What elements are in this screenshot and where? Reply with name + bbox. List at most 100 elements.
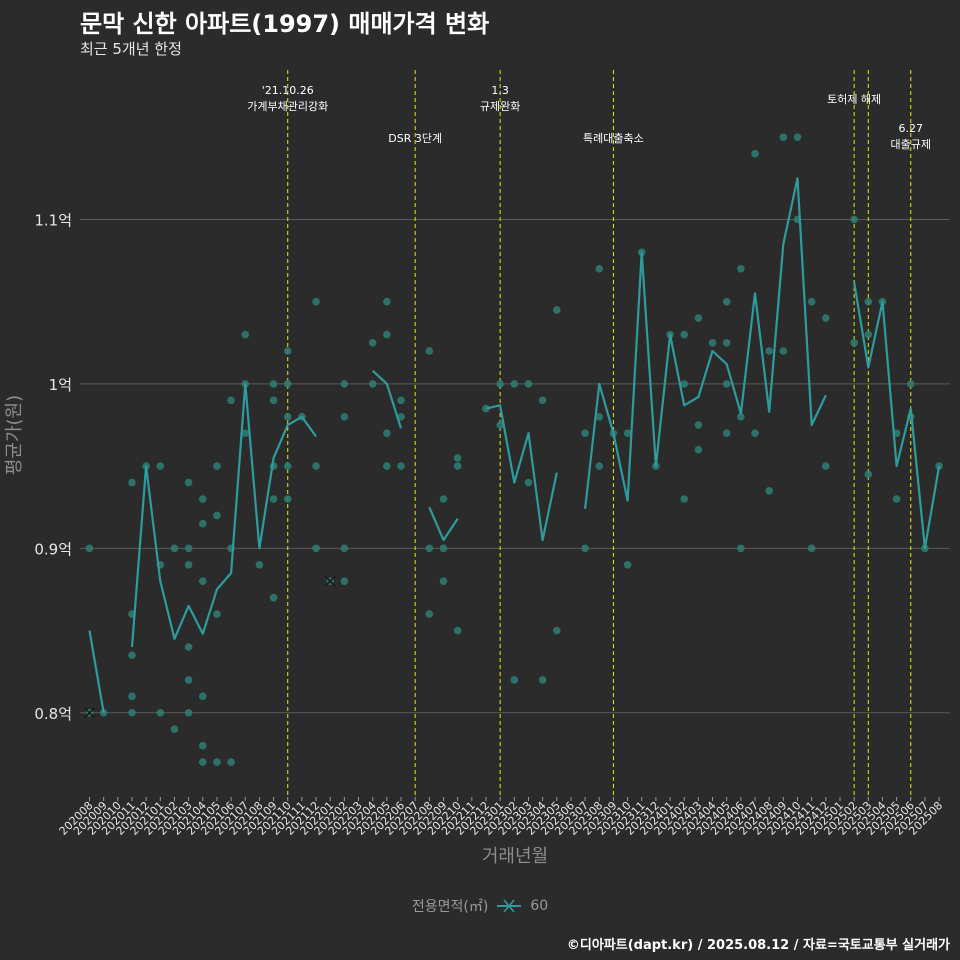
data-point [283, 462, 292, 470]
data-point [496, 380, 504, 388]
event-label: 토허제 해제 [827, 92, 881, 106]
cross-marker [324, 575, 336, 587]
data-point [85, 544, 94, 553]
data-point [213, 610, 221, 618]
event-label: 특례대출축소 [583, 132, 644, 145]
data-point [383, 297, 391, 306]
data-point [198, 758, 207, 766]
chart-subtitle: 최근 5개년 한정 [80, 40, 182, 58]
data-point [822, 462, 830, 470]
y-tick-label: 1억 [49, 376, 72, 394]
data-point [581, 429, 589, 438]
cross-marker [83, 707, 96, 719]
data-point [425, 544, 434, 553]
data-point [340, 380, 349, 388]
data-point [213, 511, 221, 520]
cross-stroke [324, 575, 336, 587]
data-point [128, 692, 136, 701]
data-point [453, 454, 462, 462]
data-point [737, 264, 745, 273]
scatter-points [85, 133, 943, 766]
legend-item-label: 60 [530, 898, 549, 914]
x-axis-title: 거래년월 [482, 846, 548, 867]
y-axis: 0.8억 0.9억 1억 1.1억 [34, 211, 72, 722]
data-point [850, 338, 858, 347]
data-point [623, 560, 632, 569]
data-point [453, 626, 462, 635]
data-point [255, 560, 264, 569]
grid-lines [80, 218, 950, 714]
series-line-60 [130, 382, 317, 648]
data-point [213, 462, 221, 470]
series-line-60 [428, 506, 459, 542]
data-point [453, 462, 462, 470]
data-point [198, 741, 207, 750]
data-point [765, 347, 773, 355]
series-line-60 [853, 281, 941, 550]
data-point [439, 495, 448, 503]
data-point [751, 429, 759, 438]
data-point [184, 478, 193, 487]
data-point [552, 626, 561, 635]
data-point [283, 347, 292, 355]
series-line-60 [88, 630, 105, 713]
data-point [680, 380, 689, 388]
legend-key-icon [497, 899, 522, 913]
data-point [722, 338, 731, 347]
event-label: DSR 3단계 [388, 132, 442, 145]
data-point [737, 412, 745, 421]
event-label: '21.10.26 [262, 84, 314, 97]
y-tick-label: 1.1억 [34, 211, 72, 229]
data-point [170, 544, 179, 553]
data-point [524, 478, 533, 487]
event-label: 대출규제 [891, 138, 931, 151]
data-point [128, 708, 136, 717]
data-point [524, 380, 533, 388]
data-point [312, 297, 320, 306]
data-point [184, 708, 193, 717]
data-point [184, 643, 193, 651]
event-label: 6.27 [899, 122, 924, 135]
data-point [227, 758, 235, 766]
data-point [552, 306, 561, 314]
data-point [694, 445, 703, 454]
data-point [184, 560, 193, 569]
data-point [510, 676, 519, 684]
data-point [397, 396, 405, 405]
data-point [170, 725, 179, 734]
data-point [227, 396, 235, 405]
data-point [425, 347, 434, 355]
data-point [269, 495, 278, 503]
data-point [340, 544, 349, 553]
data-point [482, 404, 490, 413]
legend-title: 전용면적(㎡) [411, 899, 489, 915]
data-point [510, 380, 519, 388]
series-line-60 [371, 369, 403, 429]
data-point [680, 330, 689, 339]
data-point [850, 215, 858, 224]
data-point [722, 380, 731, 388]
cross-markers [83, 575, 336, 719]
series-line-60 [584, 177, 827, 510]
data-point [496, 421, 504, 429]
data-point [312, 544, 320, 553]
data-point [213, 758, 221, 766]
data-point [807, 297, 816, 306]
data-point [737, 544, 745, 553]
data-point [439, 544, 448, 553]
data-point [864, 330, 873, 339]
data-point [722, 297, 731, 306]
data-point [822, 314, 830, 322]
data-point [269, 380, 278, 388]
data-point [368, 380, 377, 388]
event-label: 가계부채관리강화 [247, 100, 328, 113]
event-label: 규제완화 [480, 100, 520, 113]
data-point [595, 264, 604, 273]
data-point [128, 478, 136, 487]
data-point [283, 380, 292, 388]
data-point [156, 708, 165, 717]
data-point [383, 462, 391, 470]
data-point [184, 676, 193, 684]
data-point [906, 380, 915, 388]
